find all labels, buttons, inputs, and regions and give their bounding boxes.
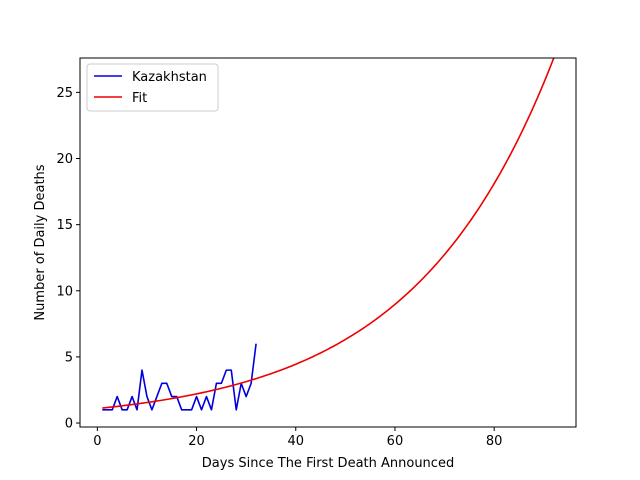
x-tick-label: 60 <box>387 434 404 449</box>
legend-label-kazakhstan: Kazakhstan <box>132 70 207 85</box>
axes-frame <box>79 57 577 428</box>
x-tick-label: 0 <box>93 434 101 449</box>
series-line-kazakhstan <box>102 343 257 411</box>
y-tick-label: 0 <box>65 417 73 432</box>
y-tick-label: 25 <box>56 86 73 101</box>
series-line-fit <box>102 57 555 409</box>
x-axis-label: Days Since The First Death Announced <box>202 456 454 471</box>
y-tick-label: 10 <box>56 284 73 299</box>
x-axis: 0 20 40 60 80 <box>93 427 502 449</box>
y-tick-label: 20 <box>56 152 73 167</box>
x-tick-label: 40 <box>287 434 304 449</box>
legend: Kazakhstan Fit <box>86 63 219 112</box>
legend-label-fit: Fit <box>132 91 147 106</box>
y-axis: 0 5 10 15 20 25 <box>56 86 80 432</box>
y-tick-label: 15 <box>56 218 73 233</box>
x-tick-label: 80 <box>486 434 503 449</box>
y-tick-label: 5 <box>65 350 73 365</box>
y-axis-label: Number of Daily Deaths <box>33 164 48 320</box>
plot-area <box>102 57 555 411</box>
x-tick-label: 20 <box>188 434 205 449</box>
